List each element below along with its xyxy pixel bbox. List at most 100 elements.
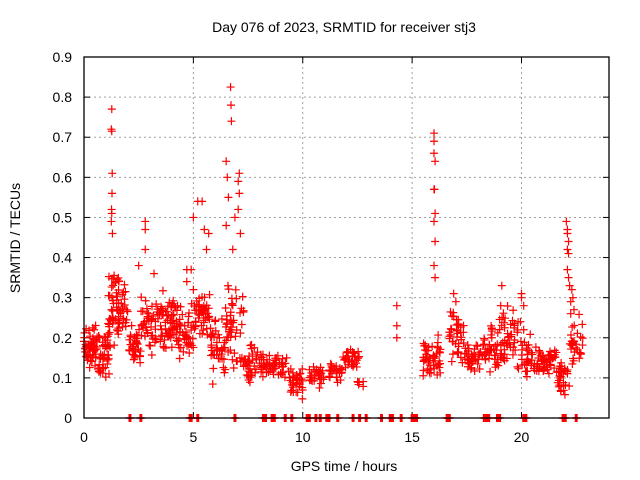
data-point xyxy=(576,333,585,342)
data-point xyxy=(305,365,314,374)
data-point xyxy=(112,292,121,301)
y-axis-ticks: 0 0.1 0.2 0.3 0.4 0.5 0.6 0.7 0.8 0.9 xyxy=(53,49,609,426)
data-point xyxy=(516,337,525,346)
data-point xyxy=(119,315,128,324)
x-tick-label: 0 xyxy=(80,429,88,445)
data-point xyxy=(454,321,463,330)
data-point xyxy=(269,361,278,370)
data-point xyxy=(192,306,201,315)
data-point xyxy=(214,354,223,363)
data-point xyxy=(423,364,432,373)
data-point xyxy=(449,289,458,298)
data-point xyxy=(204,313,213,322)
data-point xyxy=(98,355,107,364)
data-point xyxy=(190,324,199,333)
data-point xyxy=(229,318,238,327)
data-point xyxy=(472,341,481,350)
data-point xyxy=(137,293,146,302)
data-point xyxy=(559,386,568,395)
data-point xyxy=(205,290,214,299)
data-point xyxy=(187,265,196,274)
data-point xyxy=(359,382,368,391)
data-point xyxy=(197,321,206,330)
data-point xyxy=(223,281,232,290)
data-point xyxy=(289,381,298,390)
data-point xyxy=(483,345,492,354)
data-point xyxy=(236,229,245,238)
data-point xyxy=(222,221,231,230)
data-point xyxy=(326,359,335,368)
data-point xyxy=(207,330,216,339)
data-point xyxy=(456,353,465,362)
data-point xyxy=(261,362,270,371)
data-point xyxy=(516,317,525,326)
data-point xyxy=(478,351,487,360)
data-point xyxy=(210,350,219,359)
data-point xyxy=(518,341,527,350)
data-point xyxy=(104,369,113,378)
data-points xyxy=(80,83,587,422)
data-point xyxy=(105,322,114,331)
data-point xyxy=(486,367,495,376)
data-point xyxy=(187,326,196,335)
plot-frame xyxy=(83,56,610,419)
data-point xyxy=(431,273,440,282)
data-point xyxy=(252,354,261,363)
data-point xyxy=(230,213,239,222)
data-point xyxy=(137,331,146,340)
data-point xyxy=(128,350,137,359)
data-point xyxy=(87,357,96,366)
data-point xyxy=(471,351,480,360)
data-point xyxy=(566,331,575,340)
data-point xyxy=(211,316,220,325)
data-point xyxy=(454,342,463,351)
data-point xyxy=(114,298,123,307)
data-point xyxy=(130,353,139,362)
data-point xyxy=(467,350,476,359)
data-point xyxy=(165,326,174,335)
data-point xyxy=(141,296,150,305)
data-point xyxy=(217,344,226,353)
data-point xyxy=(462,349,471,358)
data-point xyxy=(278,354,287,363)
data-point xyxy=(332,373,341,382)
data-point xyxy=(436,368,445,377)
y-tick-label: 0 xyxy=(64,410,72,426)
data-point xyxy=(578,341,587,350)
data-point xyxy=(224,327,233,336)
data-point xyxy=(505,340,514,349)
data-point xyxy=(107,127,116,136)
data-point xyxy=(237,320,246,329)
data-point xyxy=(497,321,506,330)
y-tick-label: 0.3 xyxy=(53,290,73,306)
data-point xyxy=(185,349,194,358)
data-point xyxy=(522,367,531,376)
data-point xyxy=(306,371,315,380)
y-tick-label: 0.6 xyxy=(53,169,73,185)
data-point xyxy=(527,361,536,370)
data-point xyxy=(564,273,573,282)
data-point xyxy=(446,307,455,316)
data-point xyxy=(156,321,165,330)
data-point xyxy=(522,358,531,367)
data-point xyxy=(430,137,438,146)
data-point xyxy=(425,368,434,377)
data-point xyxy=(184,312,193,321)
data-point xyxy=(96,368,105,377)
data-point xyxy=(226,346,235,355)
data-point xyxy=(310,367,319,376)
data-point xyxy=(231,285,240,294)
data-point xyxy=(565,281,574,290)
data-point xyxy=(420,341,429,350)
data-point xyxy=(141,245,150,254)
data-point xyxy=(453,348,462,357)
data-point xyxy=(578,320,587,329)
data-point xyxy=(209,364,218,373)
data-point xyxy=(570,305,578,314)
data-point xyxy=(298,383,307,392)
data-point xyxy=(490,351,499,360)
data-point xyxy=(258,372,267,381)
data-point xyxy=(353,377,362,386)
data-point xyxy=(564,237,573,246)
data-point xyxy=(228,301,237,310)
